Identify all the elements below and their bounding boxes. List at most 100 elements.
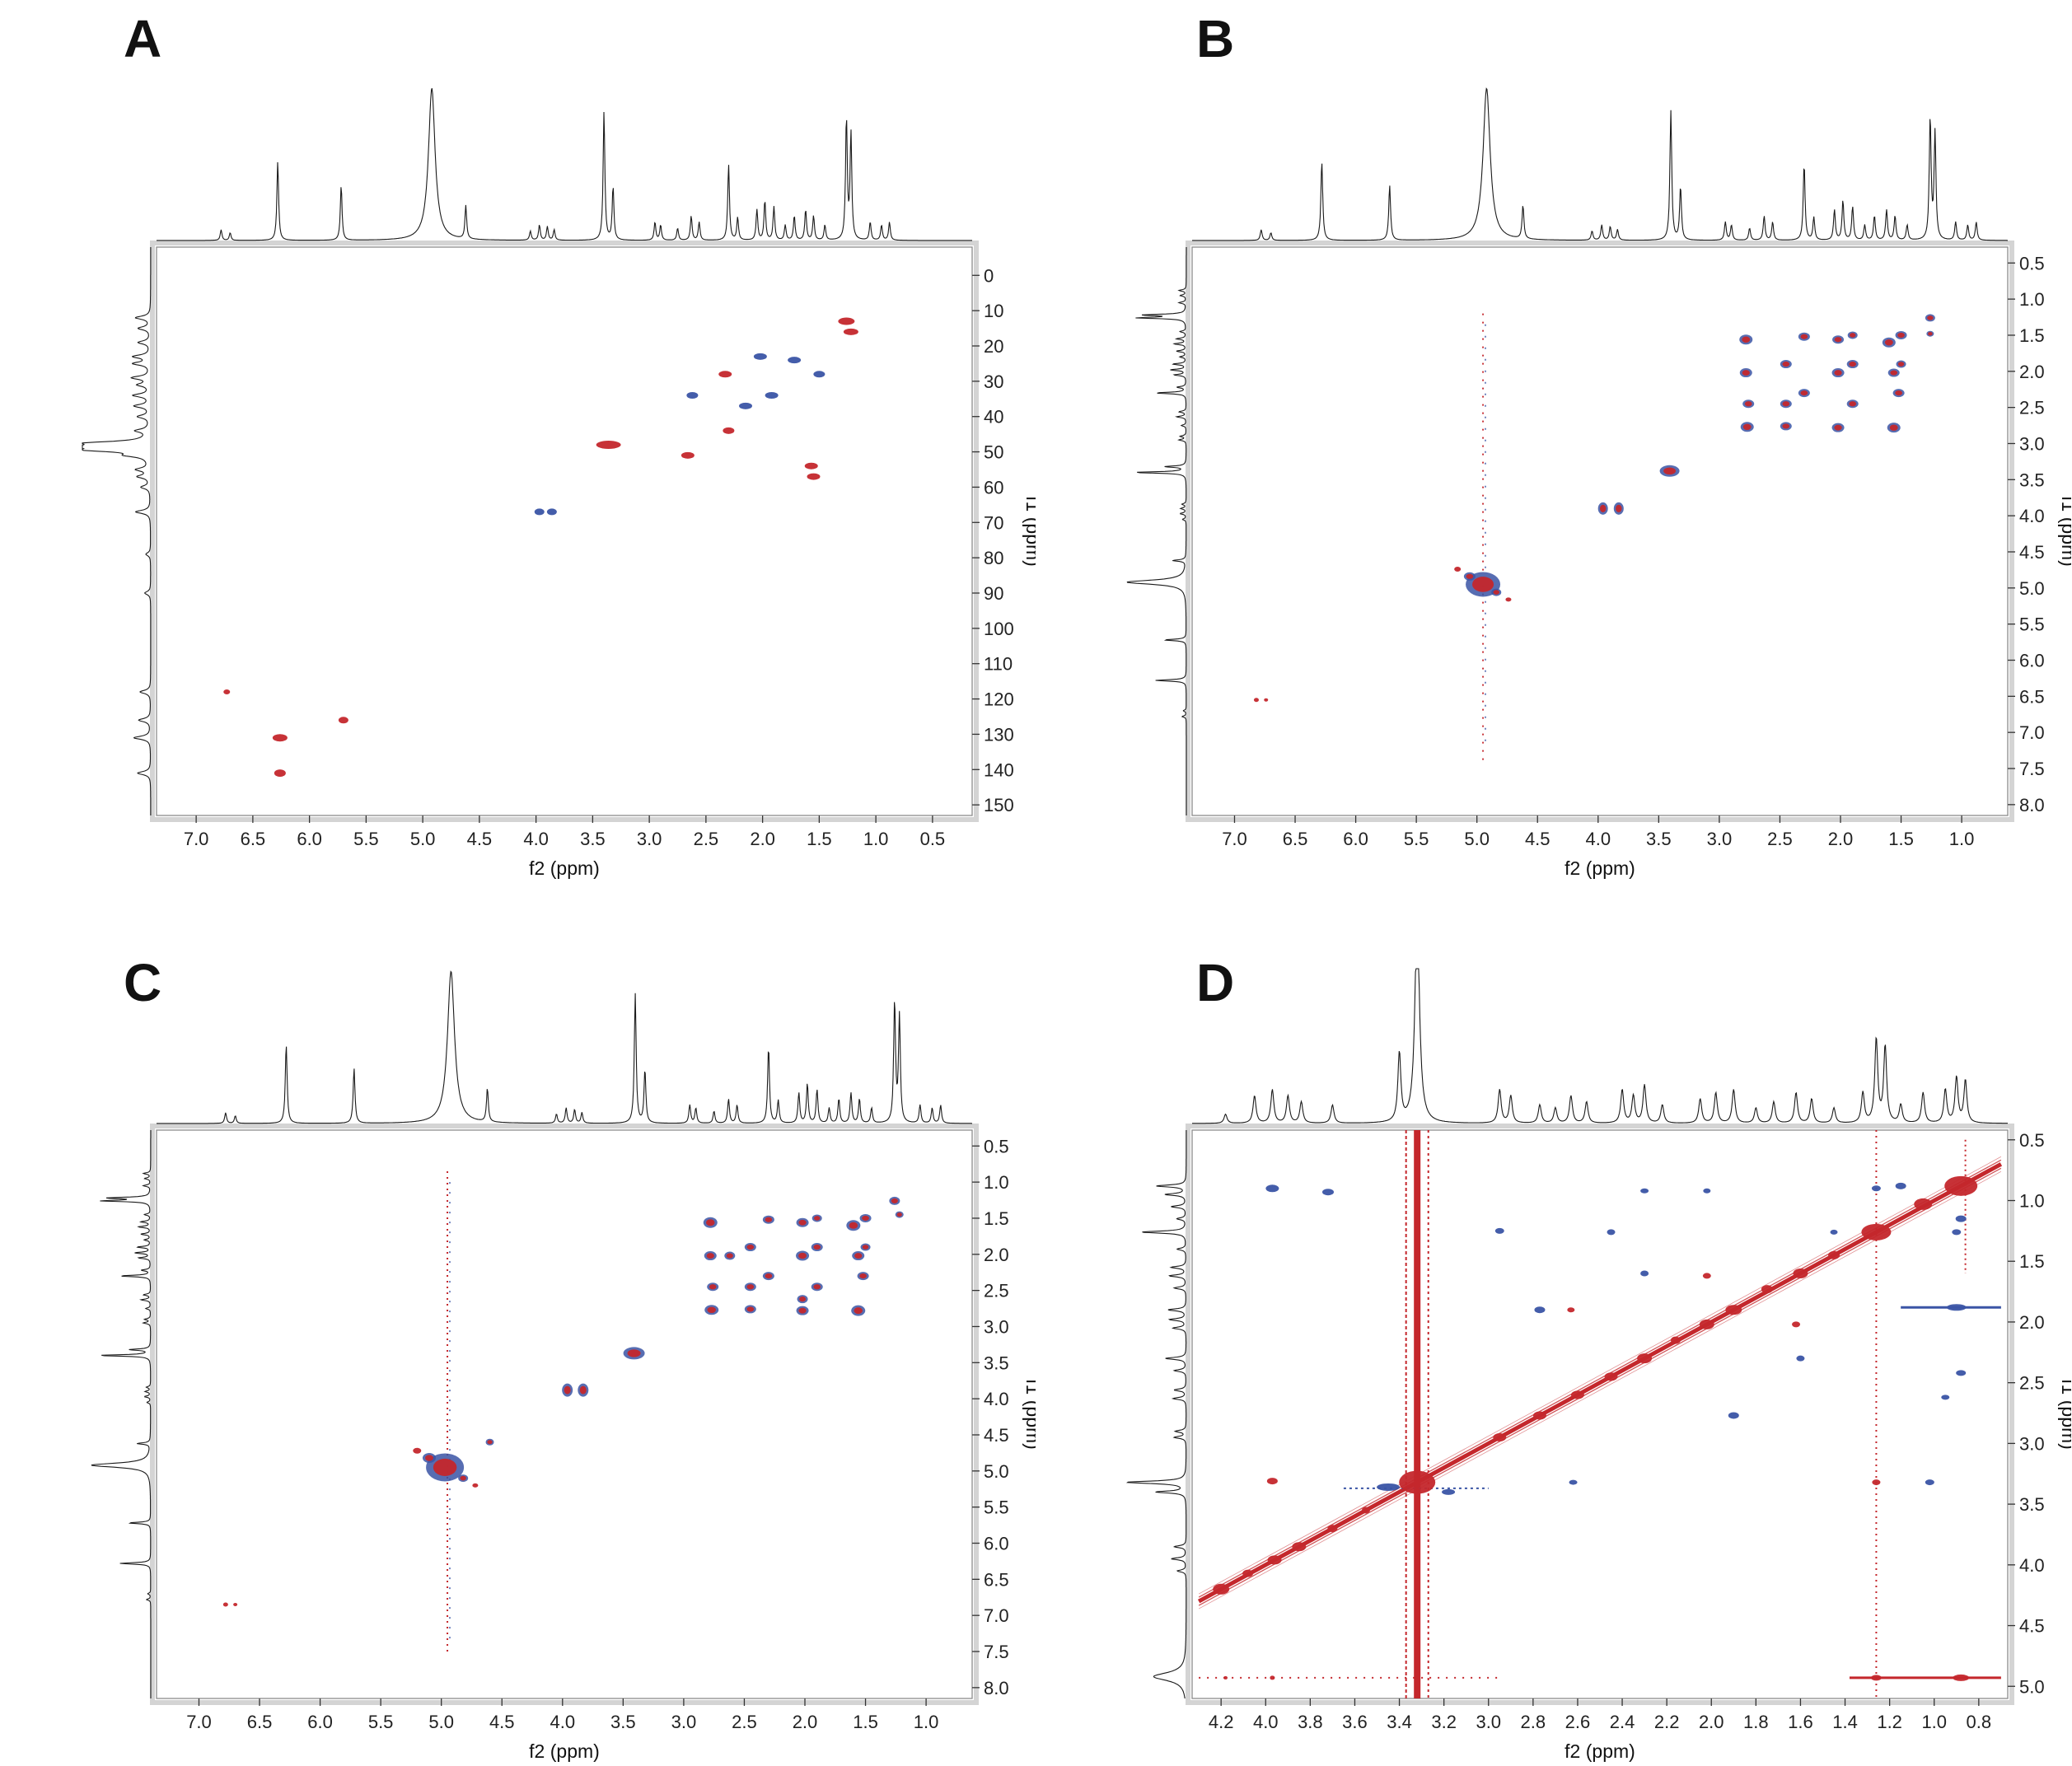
svg-text:1.0: 1.0 [1949, 829, 1975, 849]
svg-text:2.0: 2.0 [1828, 829, 1854, 849]
svg-text:5.0: 5.0 [410, 829, 436, 849]
svg-text:f1 (ppm): f1 (ppm) [2058, 496, 2071, 567]
svg-text:6.0: 6.0 [297, 829, 322, 849]
svg-text:3.0: 3.0 [984, 1316, 1009, 1337]
svg-text:7.5: 7.5 [2019, 759, 2045, 779]
svg-text:3.2: 3.2 [1431, 1712, 1457, 1732]
svg-text:f1 (ppm): f1 (ppm) [2058, 1379, 2071, 1450]
svg-text:1.2: 1.2 [1877, 1712, 1902, 1732]
svg-text:6.0: 6.0 [307, 1712, 333, 1732]
svg-text:5.5: 5.5 [984, 1497, 1009, 1518]
svg-text:6.5: 6.5 [984, 1569, 1009, 1590]
svg-text:4.5: 4.5 [2019, 542, 2045, 563]
svg-text:40: 40 [984, 407, 1003, 427]
svg-text:110: 110 [984, 654, 1013, 675]
svg-text:10: 10 [984, 301, 1003, 321]
svg-text:4.0: 4.0 [2019, 1555, 2045, 1576]
svg-text:1.5: 1.5 [853, 1712, 878, 1732]
svg-text:1.8: 1.8 [1743, 1712, 1769, 1732]
panel-label-b: B [1196, 9, 1235, 68]
svg-text:1.4: 1.4 [1832, 1712, 1858, 1732]
svg-text:f2 (ppm): f2 (ppm) [529, 857, 600, 879]
panel-b: B 7.0 6.5 6.0 5.5 5.0 4.5 4.0 3.5 3.0 2.5 2.0 1.5 1.… [1036, 0, 2071, 883]
svg-text:100: 100 [984, 619, 1014, 639]
svg-text:1.5: 1.5 [2019, 1251, 2045, 1272]
svg-text:f1 (ppm): f1 (ppm) [1022, 1379, 1036, 1450]
svg-text:f2 (ppm): f2 (ppm) [1565, 1740, 1635, 1762]
svg-text:3.0: 3.0 [1707, 829, 1733, 849]
svg-text:2.5: 2.5 [2019, 398, 2045, 418]
svg-text:0.5: 0.5 [2019, 253, 2045, 273]
svg-text:1.0: 1.0 [2019, 289, 2045, 310]
svg-text:4.0: 4.0 [1585, 829, 1611, 849]
svg-text:4.0: 4.0 [984, 1389, 1009, 1409]
svg-text:30: 30 [984, 371, 1003, 392]
svg-text:7.0: 7.0 [2019, 722, 2045, 743]
svg-text:1.0: 1.0 [984, 1172, 1009, 1193]
svg-text:1.0: 1.0 [914, 1712, 939, 1732]
svg-text:5.0: 5.0 [428, 1712, 454, 1732]
svg-text:6.0: 6.0 [1343, 829, 1368, 849]
svg-text:2.5: 2.5 [984, 1281, 1009, 1301]
svg-text:2.0: 2.0 [793, 1712, 818, 1732]
svg-text:3.5: 3.5 [580, 829, 606, 849]
svg-text:1.5: 1.5 [2019, 325, 2045, 346]
svg-text:2.0: 2.0 [750, 829, 775, 849]
svg-text:4.0: 4.0 [2019, 506, 2045, 526]
svg-text:50: 50 [984, 442, 1003, 463]
svg-text:130: 130 [984, 724, 1014, 745]
panel-a: A 7.0 6.5 6.0 5.5 5.0 4.5 4.0 3.5 3.0 2.5 2.0 1.5 1.… [0, 0, 1036, 883]
svg-text:2.5: 2.5 [1767, 829, 1793, 849]
svg-text:2.5: 2.5 [2019, 1373, 2045, 1394]
svg-text:70: 70 [984, 512, 1003, 533]
panel-label-c: C [124, 953, 162, 1012]
svg-text:4.0: 4.0 [1253, 1712, 1279, 1732]
svg-text:3.8: 3.8 [1298, 1712, 1323, 1732]
svg-text:4.5: 4.5 [467, 829, 493, 849]
svg-text:f2 (ppm): f2 (ppm) [529, 1740, 600, 1762]
svg-text:0.5: 0.5 [920, 829, 946, 849]
svg-text:3.5: 3.5 [2019, 1494, 2045, 1515]
svg-text:2.0: 2.0 [984, 1245, 1009, 1265]
svg-text:1.0: 1.0 [2019, 1191, 2045, 1212]
svg-text:4.5: 4.5 [489, 1712, 515, 1732]
svg-text:2.4: 2.4 [1610, 1712, 1635, 1732]
svg-text:140: 140 [984, 759, 1014, 780]
svg-text:90: 90 [984, 583, 1003, 604]
svg-text:2.6: 2.6 [1565, 1712, 1591, 1732]
svg-text:7.0: 7.0 [1222, 829, 1247, 849]
svg-text:6.5: 6.5 [241, 829, 266, 849]
svg-text:3.5: 3.5 [984, 1353, 1009, 1373]
svg-text:5.0: 5.0 [2019, 1676, 2045, 1697]
svg-text:1.0: 1.0 [863, 829, 889, 849]
svg-text:6.5: 6.5 [2019, 686, 2045, 707]
svg-text:5.5: 5.5 [353, 829, 379, 849]
svg-text:5.0: 5.0 [2019, 578, 2045, 599]
panel-c: C 7.0 6.5 6.0 5.5 5.0 4.5 4.0 3.5 3.0 2.5 2.0 1.5 1.… [0, 883, 1036, 1766]
svg-text:1.5: 1.5 [1888, 829, 1914, 849]
svg-text:7.0: 7.0 [184, 829, 209, 849]
svg-text:5.0: 5.0 [984, 1461, 1009, 1482]
svg-text:0: 0 [984, 265, 994, 286]
svg-text:3.4: 3.4 [1387, 1712, 1412, 1732]
nmr-plot-d: 4.2 4.0 3.8 3.6 3.4 3.2 3.0 2.8 2.6 2.4 2.2 2.0 1.8 1… [1125, 968, 2071, 1762]
nmr-plot-c: 7.0 6.5 6.0 5.5 5.0 4.5 4.0 3.5 3.0 2.5 2.0 1.5 1.0 0… [91, 970, 1036, 1762]
svg-text:2.2: 2.2 [1654, 1712, 1680, 1732]
svg-text:6.0: 6.0 [984, 1533, 1009, 1553]
svg-text:2.0: 2.0 [2019, 362, 2045, 382]
nmr-plot-a: 7.0 6.5 6.0 5.5 5.0 4.5 4.0 3.5 3.0 2.5 2.0 1.5 1.0 0… [82, 88, 1036, 879]
svg-text:7.0: 7.0 [186, 1712, 212, 1732]
svg-text:4.5: 4.5 [2019, 1616, 2045, 1637]
svg-text:0.5: 0.5 [2019, 1130, 2045, 1151]
svg-text:2.5: 2.5 [694, 829, 719, 849]
svg-text:5.0: 5.0 [1464, 829, 1490, 849]
svg-text:150: 150 [984, 795, 1014, 815]
svg-text:7.0: 7.0 [984, 1605, 1009, 1626]
svg-text:2.0: 2.0 [2019, 1312, 2045, 1333]
svg-text:5.5: 5.5 [368, 1712, 394, 1732]
svg-text:1.6: 1.6 [1788, 1712, 1813, 1732]
svg-text:3.6: 3.6 [1342, 1712, 1368, 1732]
svg-text:80: 80 [984, 548, 1003, 568]
panel-d: D 4.2 4.0 3.8 3.6 3.4 3.2 3.0 2.8 2.6 2.4 2.2 2.0 1.… [1036, 883, 2071, 1766]
